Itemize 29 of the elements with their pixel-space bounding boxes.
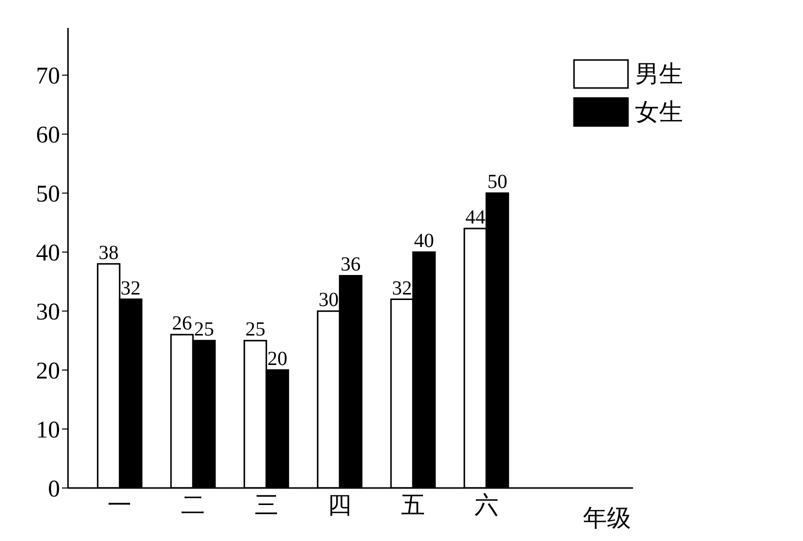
y-tick-label: 50 [36,182,60,208]
data-label: 25 [194,318,214,341]
data-label: 20 [267,348,288,370]
data-label: 25 [245,318,266,341]
x-tick-label: 四 [328,493,352,520]
data-label: 36 [340,254,361,276]
data-label: 30 [318,289,339,312]
y-tick-label: 10 [36,418,60,444]
data-label: 44 [465,206,486,229]
y-tick-label: 20 [36,358,60,385]
x-tick-label: 六 [474,492,498,520]
y-tick-label: 60 [36,122,60,149]
y-tick-label: 30 [36,300,60,326]
data-label: 32 [392,277,412,300]
data-label: 32 [120,277,141,300]
data-label: 26 [172,312,192,335]
x-tick-label: 一 [108,493,132,520]
legend-label: 男生 [635,61,683,90]
x-tick-label: 五 [401,493,425,520]
data-label: 50 [487,171,508,194]
x-axis-title: 年级 [583,506,631,532]
x-tick-label: 二 [181,493,205,520]
y-tick-label: 70 [36,64,60,90]
data-label: 40 [414,230,434,252]
legend-label: 女生 [635,99,683,128]
data-label: 38 [98,242,119,264]
x-tick-label: 三 [254,493,278,520]
y-tick-label: 40 [36,240,60,267]
y-tick-label: 0 [48,476,60,503]
